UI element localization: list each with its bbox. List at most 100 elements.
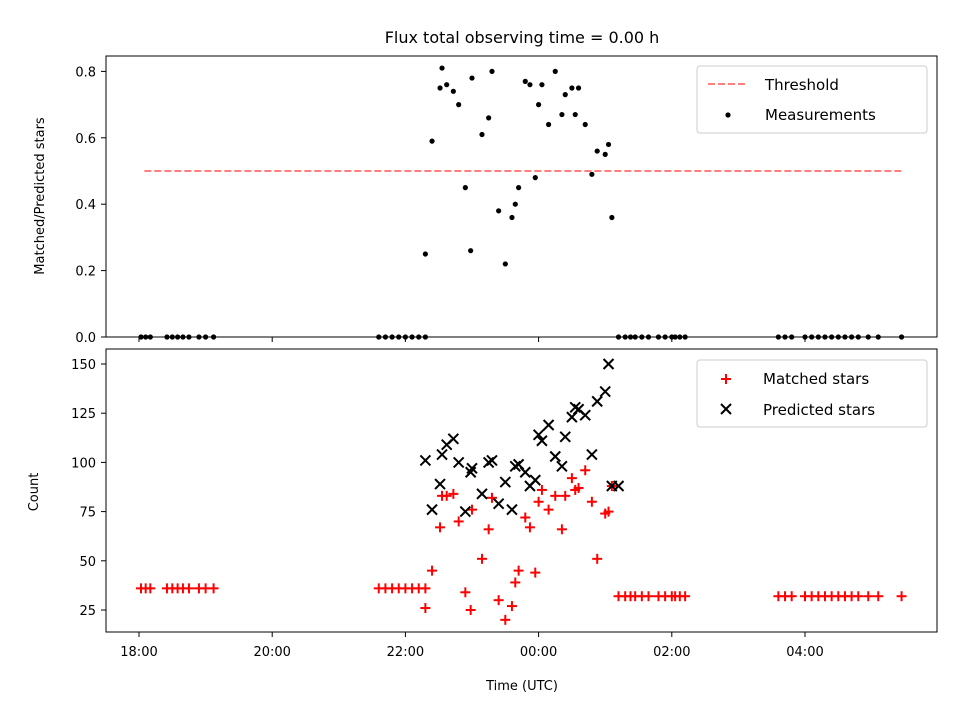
measurement-point — [594, 148, 600, 154]
matched-star-point — [506, 601, 517, 612]
predicted-star-point — [529, 474, 541, 486]
matched-star-point — [530, 567, 541, 578]
predicted-star-point — [434, 478, 446, 490]
measurement-point — [456, 102, 462, 108]
predicted-star-point — [519, 466, 531, 478]
predicted-star-point — [486, 454, 498, 467]
matched-star-point — [643, 591, 654, 602]
matched-star-point — [420, 583, 431, 594]
predicted-star-point — [599, 385, 611, 398]
x-tick-label: 02:00 — [653, 645, 690, 660]
bottom-axes-frame — [105, 348, 938, 633]
matched-star-point — [427, 565, 438, 576]
top-panel: Matched/Predicted stars 0.00.20.40.60.8 … — [33, 55, 938, 346]
matched-star-point — [460, 587, 471, 598]
matched-star-point — [524, 522, 535, 533]
measurement-point — [545, 121, 552, 128]
measurement-point — [450, 88, 456, 94]
measurement-point — [569, 85, 575, 91]
top-legend: Threshold Measurements — [696, 65, 928, 134]
matched-star-point — [580, 465, 591, 476]
y-tick-label: 50 — [79, 555, 96, 570]
predicted-star-point — [506, 503, 518, 516]
predicted-star-point — [459, 505, 472, 518]
y-tick-label: 125 — [71, 407, 96, 422]
matched-star-point — [536, 484, 547, 495]
predicted-star-point — [556, 460, 568, 473]
bottom-x-axis: 18:00 20:00 22:00 00:00 02:00 04:00 — [120, 632, 824, 660]
y-tick-label: 0.0 — [75, 331, 96, 346]
predicted-star-point — [426, 503, 438, 516]
legend-matched-swatch — [721, 374, 731, 384]
measurement-point — [462, 185, 468, 191]
measurement-point — [502, 261, 508, 267]
matched-star-point — [550, 490, 561, 501]
matched-star-point — [513, 565, 524, 576]
measurement-point — [552, 68, 558, 74]
bottom-panel: Count Time (UTC) 25 50 75 100 125 150 18:00 20… — [27, 348, 938, 694]
matched-star-point — [592, 553, 603, 564]
x-tick-label: 20:00 — [253, 645, 290, 660]
matched-star-point — [486, 492, 497, 503]
measurement-point — [516, 185, 522, 191]
matched-star-point — [543, 504, 554, 515]
predicted-star-point — [476, 488, 488, 500]
predicted-star-point — [559, 431, 571, 443]
measurement-point — [559, 111, 565, 118]
bottom-legend-box — [696, 359, 928, 428]
predicted-star-point — [419, 454, 432, 467]
matched-star-point — [560, 490, 571, 501]
matched-star-point — [556, 524, 567, 535]
matched-star-point — [573, 482, 584, 493]
matched-star-point — [441, 490, 452, 501]
legend-threshold-label: Threshold — [764, 76, 839, 94]
measurement-point — [479, 131, 485, 138]
predicted-star-point — [612, 480, 625, 492]
measurement-point — [605, 141, 612, 148]
predicted-star-point — [499, 476, 512, 488]
matched-star-point — [145, 583, 156, 594]
matched-star-point — [435, 522, 446, 533]
matched-star-point — [680, 591, 691, 602]
measurement-point — [444, 82, 450, 88]
y-tick-label: 0.4 — [75, 198, 96, 213]
measurement-point — [439, 65, 445, 71]
bottom-legend: Matched stars Predicted stars — [696, 359, 928, 428]
measurement-point — [589, 171, 595, 177]
measurement-point — [562, 92, 568, 98]
measurement-point — [512, 201, 518, 207]
measurement-point — [575, 85, 582, 91]
predicted-star-point — [602, 358, 615, 370]
matched-star-point — [465, 605, 476, 615]
top-plot-area — [138, 65, 905, 340]
predicted-star-point — [492, 498, 505, 510]
matched-star-point — [520, 512, 531, 523]
predicted-star-point — [586, 448, 598, 461]
y-tick-label: 25 — [79, 604, 96, 619]
matched-star-point — [483, 524, 494, 535]
measurement-point — [609, 214, 615, 221]
legend-measurements-swatch — [725, 112, 731, 118]
measurement-point — [539, 82, 545, 88]
predicted-star-point — [452, 456, 465, 469]
top-legend-box — [696, 65, 928, 134]
measurement-point — [522, 78, 528, 84]
predicted-star-point — [447, 433, 460, 445]
measurement-point — [582, 121, 588, 128]
matched-star-point — [208, 583, 219, 594]
legend-predicted-swatch — [720, 403, 732, 415]
measurement-point — [527, 82, 533, 88]
y-tick-label: 0.8 — [75, 65, 96, 80]
legend-matched-label: Matched stars — [763, 370, 869, 388]
top-y-axis-label: Matched/Predicted stars — [33, 117, 48, 275]
chart-title: Flux total observing time = 0.00 h — [385, 28, 660, 47]
measurement-point — [496, 208, 502, 214]
measurement-point — [536, 102, 542, 108]
matched-star-point — [448, 488, 459, 499]
predicted-star-point — [591, 395, 603, 408]
y-tick-label: 150 — [71, 358, 96, 373]
matched-star-point — [586, 496, 597, 507]
matched-star-point — [863, 591, 874, 602]
measurement-point — [532, 175, 538, 181]
